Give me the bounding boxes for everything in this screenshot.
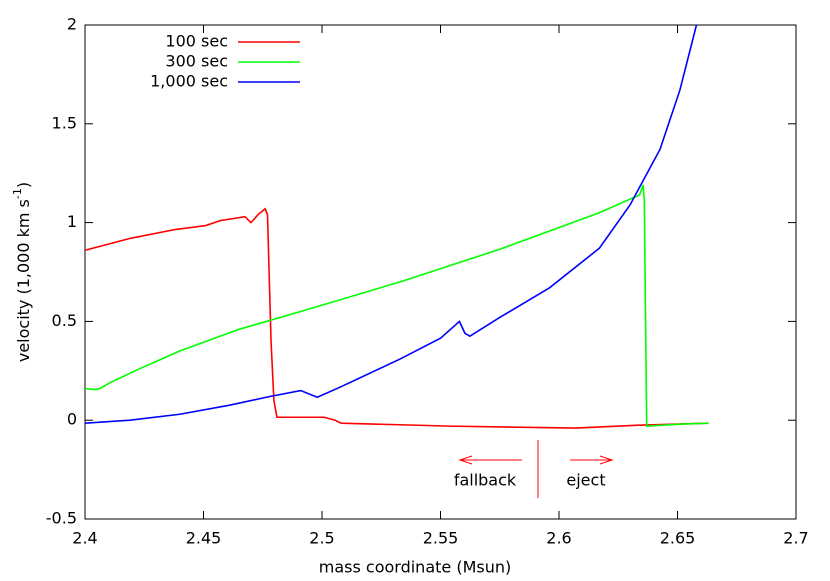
y-axis-label-main: velocity (1,000 km s <box>14 199 33 362</box>
y-axis-label: velocity (1,000 km s-1) <box>11 182 33 362</box>
y-tick-label: 1 <box>67 212 77 231</box>
x-tick-label: 2.5 <box>309 529 334 548</box>
y-tick-label: 0.5 <box>52 311 77 330</box>
y-axis-label-sup: -1 <box>11 188 24 199</box>
plot-frame <box>84 24 797 520</box>
x-tick-label: 2.6 <box>546 529 571 548</box>
x-tick-label: 2.55 <box>423 529 459 548</box>
legend-label: 100 sec <box>165 32 228 51</box>
legend-label: 300 sec <box>165 52 228 71</box>
y-tick-label: -0.5 <box>46 509 77 528</box>
y-axis-label-end: ) <box>14 182 33 188</box>
series-line <box>84 184 709 427</box>
annotation-group <box>458 440 614 498</box>
annotation-fallback: fallback <box>454 471 517 490</box>
annotation-eject: eject <box>566 471 605 490</box>
y-tick-label: 1.5 <box>52 113 77 132</box>
y-tick-label: 2 <box>67 15 77 34</box>
y-tick-label: 0 <box>67 410 77 429</box>
series-line <box>84 24 698 424</box>
x-tick-label: 2.65 <box>660 529 696 548</box>
x-tick-label: 2.45 <box>186 529 222 548</box>
arrow-left-head <box>458 455 473 465</box>
x-tick-label: 2.7 <box>783 529 808 548</box>
x-tick-label: 2.4 <box>72 529 97 548</box>
legend-label: 1,000 sec <box>150 72 228 91</box>
arrow-right-head <box>599 455 614 465</box>
x-axis-label: mass coordinate (Msun) <box>319 558 511 577</box>
series-line <box>84 207 709 429</box>
